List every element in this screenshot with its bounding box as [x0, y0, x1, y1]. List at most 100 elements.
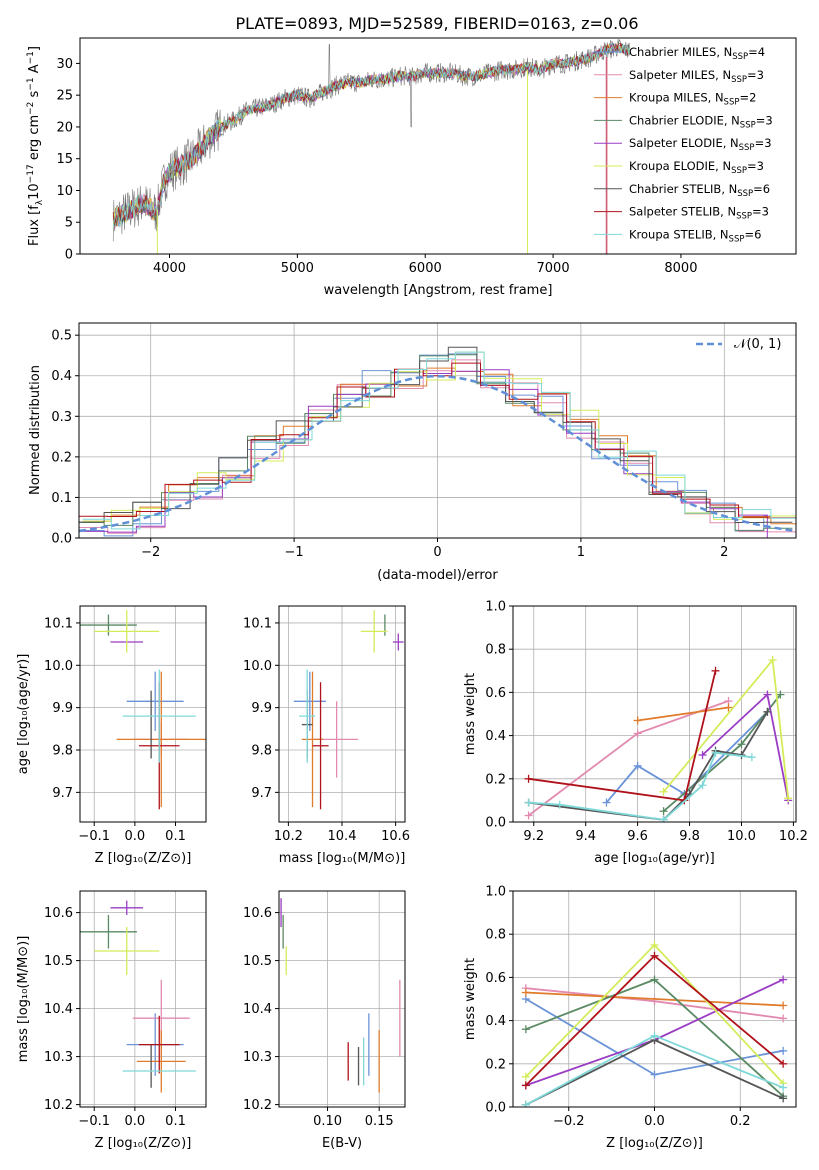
- plot-layer: 4000 5000 6000 7000 8000051015202530waveleng…: [16, 37, 808, 1151]
- y-tick-label: 0.2: [485, 772, 506, 787]
- small-axes: [79, 605, 207, 823]
- x-tick-label: 0: [433, 545, 441, 560]
- weight-axes: [512, 605, 797, 823]
- weight-series: [662, 657, 790, 799]
- weight-lines: [521, 941, 788, 1107]
- histogram-salpeter-stelib: [79, 362, 796, 519]
- model-spectrum-salpeter-elodie: [112, 44, 631, 224]
- x-tick-label: 10.6: [381, 829, 410, 844]
- x-tick-label: 10.2: [779, 829, 808, 844]
- x-tick-label: 9.6: [627, 829, 648, 844]
- panel-ylabel: mass weight: [463, 958, 478, 1040]
- x-tick-label: 0.0: [644, 1114, 665, 1129]
- y-tick-label: 10.0: [243, 659, 272, 674]
- legend-entry: Chabrier ELODIE, NSSP=3: [629, 113, 773, 130]
- errorbars: [293, 610, 404, 810]
- panel-xlabel: mass [log₁₀(M/M⊙)]: [279, 851, 406, 866]
- y-tick-label: 10: [56, 184, 73, 199]
- y-tick-label: 0.0: [51, 532, 72, 547]
- x-tick-label: −0.1: [78, 829, 110, 844]
- panel-ylabel: mass [log₁₀(M/M⊙)]: [16, 936, 31, 1063]
- figure-title: PLATE=0893, MJD=52589, FIBERID=0163, z=0…: [235, 14, 638, 33]
- x-tick-label: 9.2: [523, 829, 544, 844]
- model-spectrum-chabrier-stelib: [112, 43, 631, 227]
- x-tick-label: −0.1: [78, 1114, 110, 1129]
- y-tick-label: 0.3: [51, 410, 72, 425]
- y-tick-label: 10.5: [243, 954, 272, 969]
- panel-ylabel: mass weight: [463, 673, 478, 755]
- y-tick-label: 9.8: [52, 744, 73, 759]
- y-tick-label: 0.1: [51, 491, 72, 506]
- x-tick-label: 7000: [537, 261, 570, 276]
- x-tick-label: 8000: [664, 261, 697, 276]
- y-tick-label: 10.2: [243, 1098, 272, 1113]
- x-tick-label: 0.1: [165, 829, 186, 844]
- x-tick-label: 2: [720, 545, 728, 560]
- weight-series: [528, 700, 729, 817]
- y-tick-label: 1.0: [485, 600, 506, 615]
- x-tick-label: 9.8: [679, 829, 700, 844]
- y-tick-label: 9.7: [251, 786, 272, 801]
- y-tick-label: 0.5: [51, 329, 72, 344]
- y-tick-label: 0: [65, 248, 73, 263]
- y-tick-label: 9.8: [251, 744, 272, 759]
- y-tick-label: 10.6: [243, 906, 272, 921]
- y-tick-label: 9.7: [52, 786, 73, 801]
- weight-series: [525, 991, 784, 1007]
- x-tick-label: −1: [285, 545, 304, 560]
- histogram-kroupa-elodie: [82, 351, 796, 522]
- x-tick-label: −0.2: [553, 1114, 585, 1129]
- histogram-chabrier-stelib: [79, 346, 793, 523]
- spectrum-ylabel: Flux [fλ10−17 erg cm−2 s−1 A−1]: [26, 46, 45, 246]
- histogram-salpeter-miles: [79, 359, 796, 534]
- panel-xlabel: Z [log₁₀(Z/Z⊙)]: [95, 1136, 192, 1151]
- legend-entry: Kroupa ELODIE, NSSP=3: [629, 159, 764, 176]
- x-tick-label: 10.4: [328, 829, 357, 844]
- weight-axes: [512, 890, 797, 1108]
- y-tick-label: 0.0: [485, 1101, 506, 1116]
- panel-xlabel: Z [log₁₀(Z/Z⊙)]: [606, 1136, 703, 1151]
- small-axes: [79, 890, 207, 1108]
- y-tick-label: 25: [56, 89, 73, 104]
- y-tick-label: 10.6: [44, 906, 73, 921]
- x-tick-label: 10.0: [727, 829, 756, 844]
- errorbars: [80, 610, 206, 810]
- y-tick-label: 0.2: [51, 450, 72, 465]
- y-tick-label: 10.1: [243, 616, 272, 631]
- residual-histograms: [79, 346, 796, 538]
- y-tick-label: 10.5: [44, 954, 73, 969]
- x-tick-label: 10.2: [274, 829, 303, 844]
- model-spectrum-kroupa-elodie: [112, 44, 631, 228]
- y-tick-label: 1.0: [485, 885, 506, 900]
- x-tick-label: 0.0: [125, 829, 146, 844]
- y-tick-label: 15: [56, 152, 73, 167]
- y-tick-label: 9.9: [52, 701, 73, 716]
- residual-axes: [78, 322, 797, 539]
- y-tick-label: 0.4: [51, 369, 72, 384]
- panel-xlabel: age [log₁₀(age/yr)]: [594, 851, 715, 866]
- y-tick-label: 0.6: [485, 971, 506, 986]
- x-tick-label: 5000: [281, 261, 314, 276]
- y-tick-label: 10.2: [44, 1098, 73, 1113]
- y-tick-label: 20: [56, 120, 73, 135]
- y-tick-label: 10.3: [243, 1050, 272, 1065]
- panel-xlabel: Z [log₁₀(Z/Z⊙)]: [95, 851, 192, 866]
- y-tick-label: 9.9: [251, 701, 272, 716]
- legend-entry: Chabrier STELIB, NSSP=6: [629, 182, 770, 199]
- x-tick-label: 0.10: [313, 1114, 342, 1129]
- small-axes: [278, 605, 406, 823]
- legend-entry: Salpeter ELODIE, NSSP=3: [629, 136, 772, 153]
- x-tick-label: 4000: [153, 261, 186, 276]
- x-tick-label: 0.1: [165, 1114, 186, 1129]
- observed-spectrum: [112, 38, 631, 242]
- y-tick-label: 10.4: [243, 1002, 272, 1017]
- errorbars: [80, 900, 196, 1093]
- spectrum-axes: [79, 37, 797, 255]
- normal-reference-curve: [79, 374, 796, 533]
- legend-entry: 𝒩(0, 1): [734, 337, 781, 352]
- histogram-kroupa-stelib: [82, 351, 796, 530]
- legend-entry: Chabrier MILES, NSSP=4: [629, 45, 765, 62]
- y-tick-label: 10.4: [44, 1002, 73, 1017]
- residual-xlabel: (data-model)/error: [377, 568, 498, 583]
